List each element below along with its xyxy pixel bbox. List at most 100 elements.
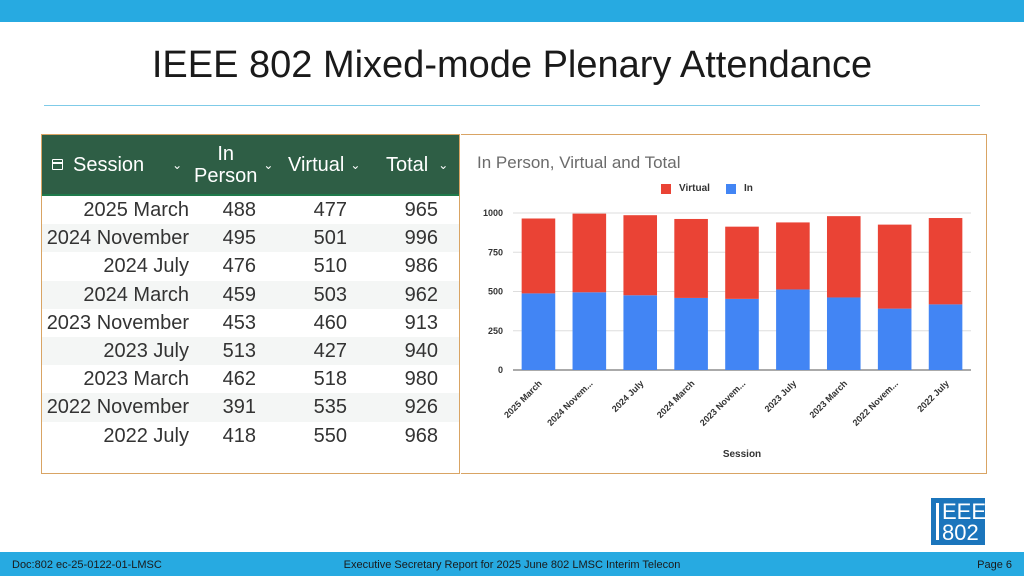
table-row[interactable]: 2025 March 488 477 965 xyxy=(42,196,459,224)
legend-label-virtual: Virtual xyxy=(679,183,710,194)
bar-in xyxy=(623,295,658,370)
cell-in-person: 462 xyxy=(222,368,256,391)
bar-virtual xyxy=(725,226,759,299)
cell-in-person: 495 xyxy=(222,227,256,250)
chevron-down-icon[interactable]: ⌄ xyxy=(172,157,183,172)
footer-report-title: Executive Secretary Report for 2025 June… xyxy=(343,559,681,571)
cell-total: 968 xyxy=(404,424,438,447)
column-header-session[interactable]: Session ⌄ xyxy=(52,135,192,194)
cell-in-person: 453 xyxy=(222,311,256,334)
logo-bar xyxy=(936,503,939,540)
cell-in-person: 459 xyxy=(222,283,256,306)
legend-swatch-virtual xyxy=(661,183,671,194)
title-divider xyxy=(44,105,980,106)
cell-virtual: 550 xyxy=(313,424,347,447)
cell-total: 996 xyxy=(404,227,438,250)
cell-total: 940 xyxy=(404,339,438,362)
legend-label-in: In xyxy=(743,183,753,194)
logo-text-line2: 802 xyxy=(942,520,979,545)
legend-swatch-in xyxy=(725,183,736,194)
chevron-down-icon[interactable]: ⌄ xyxy=(263,157,274,172)
column-header-in-person-line1: In xyxy=(217,142,235,165)
y-tick-label: 750 xyxy=(488,247,503,257)
table-header-row: Session ⌄ In Person ⌄ Virtual ⌄ Total ⌄ xyxy=(42,135,459,196)
legend-item-in: In xyxy=(725,183,753,194)
x-axis-label: Session xyxy=(723,449,761,460)
y-tick-label: 500 xyxy=(488,287,503,297)
ieee-802-logo: EEE 802 xyxy=(931,498,987,545)
chart-title: In Person, Virtual and Total xyxy=(477,153,681,172)
bar-virtual xyxy=(776,222,810,290)
x-tick-label: 2023 July xyxy=(763,378,799,414)
table-row[interactable]: 2023 March 462 518 980 xyxy=(42,365,459,393)
cell-session: 2024 March xyxy=(83,283,189,306)
legend-item-virtual: Virtual xyxy=(661,183,710,194)
cell-session: 2023 March xyxy=(83,368,189,391)
cell-in-person: 513 xyxy=(222,339,256,362)
cell-virtual: 503 xyxy=(313,283,347,306)
attendance-table: Session ⌄ In Person ⌄ Virtual ⌄ Total ⌄ … xyxy=(41,134,460,474)
bar-in xyxy=(826,297,861,370)
table-row[interactable]: 2024 November 495 501 996 xyxy=(42,224,459,253)
cell-in-person: 418 xyxy=(222,424,256,447)
y-tick-label: 0 xyxy=(498,365,503,375)
calendar-icon xyxy=(52,159,63,170)
bar-in xyxy=(776,289,810,370)
cell-session: 2023 July xyxy=(103,339,189,362)
cell-virtual: 460 xyxy=(313,311,347,334)
cell-total: 965 xyxy=(404,199,438,221)
table-row[interactable]: 2023 July 513 427 940 xyxy=(42,336,459,366)
column-header-in-person-label: In Person xyxy=(194,143,257,187)
cell-virtual: 510 xyxy=(313,255,347,278)
cell-total: 986 xyxy=(404,255,438,278)
column-header-session-label: Session xyxy=(73,153,145,176)
footer-doc-id: Doc:802 ec-25-0122-01-LMSC xyxy=(12,559,162,571)
bar-in xyxy=(877,308,912,370)
cell-virtual: 477 xyxy=(313,199,347,221)
slide-footer: Doc:802 ec-25-0122-01-LMSC Executive Sec… xyxy=(0,552,1024,576)
table-row[interactable]: 2024 March 459 503 962 xyxy=(42,280,459,309)
footer-page-number: Page 6 xyxy=(977,559,1012,571)
bar-virtual xyxy=(826,216,861,298)
x-tick-label: 2025 March xyxy=(502,378,544,420)
column-header-total[interactable]: Total ⌄ xyxy=(386,135,458,194)
column-header-virtual[interactable]: Virtual ⌄ xyxy=(288,135,373,194)
table-row[interactable]: 2022 July 418 550 968 xyxy=(42,422,459,450)
cell-virtual: 518 xyxy=(313,368,347,391)
bar-virtual xyxy=(928,218,963,305)
slide-title: IEEE 802 Mixed-mode Plenary Attendance xyxy=(151,44,873,86)
bar-virtual xyxy=(623,215,658,296)
table-body: 2025 March 488 477 965 2024 November 495 501 99… xyxy=(42,196,459,450)
chevron-down-icon[interactable]: ⌄ xyxy=(438,157,449,172)
chevron-down-icon[interactable]: ⌄ xyxy=(350,157,361,172)
bar-virtual xyxy=(521,218,556,294)
cell-total: 913 xyxy=(404,311,438,334)
table-row[interactable]: 2023 November 453 460 913 xyxy=(42,309,459,337)
column-header-in-person[interactable]: In Person ⌄ xyxy=(194,135,276,194)
cell-total: 962 xyxy=(404,283,438,306)
chart-legend: Virtual In xyxy=(661,183,769,194)
x-tick-label: 2024 March xyxy=(655,378,697,420)
y-tick-label: 250 xyxy=(488,326,503,336)
cell-session: 2023 November xyxy=(46,311,189,334)
x-tick-label: 2024 Novem... xyxy=(545,378,595,428)
x-tick-label: 2023 Novem... xyxy=(698,378,748,428)
top-accent-band xyxy=(0,0,1024,22)
x-tick-label: 2024 July xyxy=(610,378,646,414)
cell-in-person: 476 xyxy=(222,255,256,278)
cell-total: 980 xyxy=(404,368,438,391)
cell-in-person: 391 xyxy=(222,396,256,419)
cell-session: 2024 November xyxy=(46,227,189,250)
cell-virtual: 535 xyxy=(313,396,347,419)
cell-session: 2024 July xyxy=(103,255,189,278)
cell-session: 2022 November xyxy=(46,396,189,419)
x-tick-label: 2022 July xyxy=(915,378,951,414)
cell-total: 926 xyxy=(404,396,438,419)
table-row[interactable]: 2024 July 476 510 986 xyxy=(42,252,459,280)
x-tick-label: 2022 Novem... xyxy=(851,378,901,428)
y-tick-label: 1000 xyxy=(483,208,503,218)
bar-in xyxy=(674,297,708,370)
table-row[interactable]: 2022 November 391 535 926 xyxy=(42,393,459,422)
bar-in xyxy=(725,298,759,370)
logo-text-line1: EEE xyxy=(942,499,987,524)
